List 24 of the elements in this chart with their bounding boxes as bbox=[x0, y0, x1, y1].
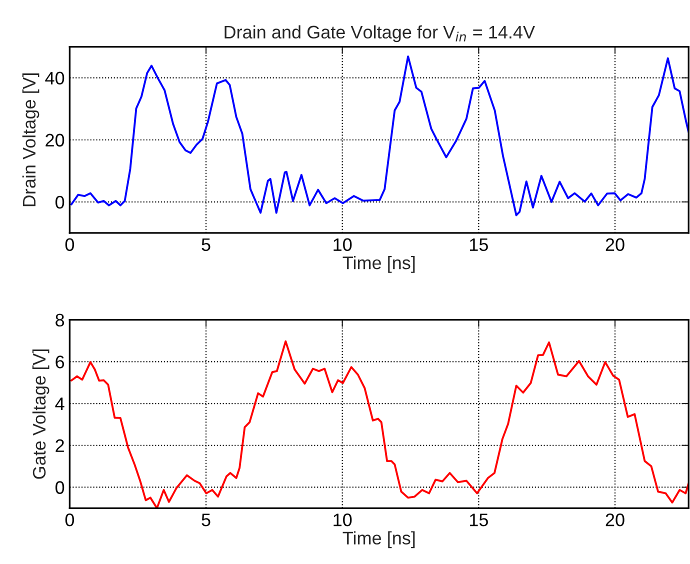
x-tick-label: 10 bbox=[334, 238, 352, 252]
x-tick-label: 0 bbox=[65, 238, 74, 252]
x-tick-label: 15 bbox=[470, 514, 488, 526]
y-tick-label: 0 bbox=[55, 196, 64, 209]
x-tick-label: 10 bbox=[334, 514, 352, 526]
x-tick-label: 20 bbox=[606, 514, 624, 526]
y-tick-label: 8 bbox=[56, 314, 64, 327]
line-series bbox=[70, 55, 689, 216]
x-tick-label: 0 bbox=[65, 514, 74, 526]
x-tick-label: 20 bbox=[606, 238, 624, 252]
chart-title: Drain and Gate Voltage for V$_{in}$ = 14.4V bbox=[224, 25, 535, 42]
y-tick-label: 0 bbox=[55, 481, 64, 494]
y-tick-label: 40 bbox=[45, 72, 64, 85]
y-tick-label: 20 bbox=[46, 134, 64, 147]
x-tick-label: 5 bbox=[202, 514, 210, 526]
y-axis-title: Gate Voltage [V] bbox=[32, 350, 50, 479]
x-axis-title: Time [ns] bbox=[342, 531, 415, 548]
x-tick-label: 15 bbox=[470, 238, 488, 252]
y-axis-title: Drain Voltage [V] bbox=[22, 73, 40, 206]
y-tick-label: 4 bbox=[55, 398, 64, 410]
x-tick-label: 5 bbox=[202, 238, 210, 252]
x-axis-title: Time [ns] bbox=[342, 256, 415, 273]
y-tick-label: 2 bbox=[56, 439, 64, 452]
y-tick-label: 6 bbox=[56, 356, 64, 368]
